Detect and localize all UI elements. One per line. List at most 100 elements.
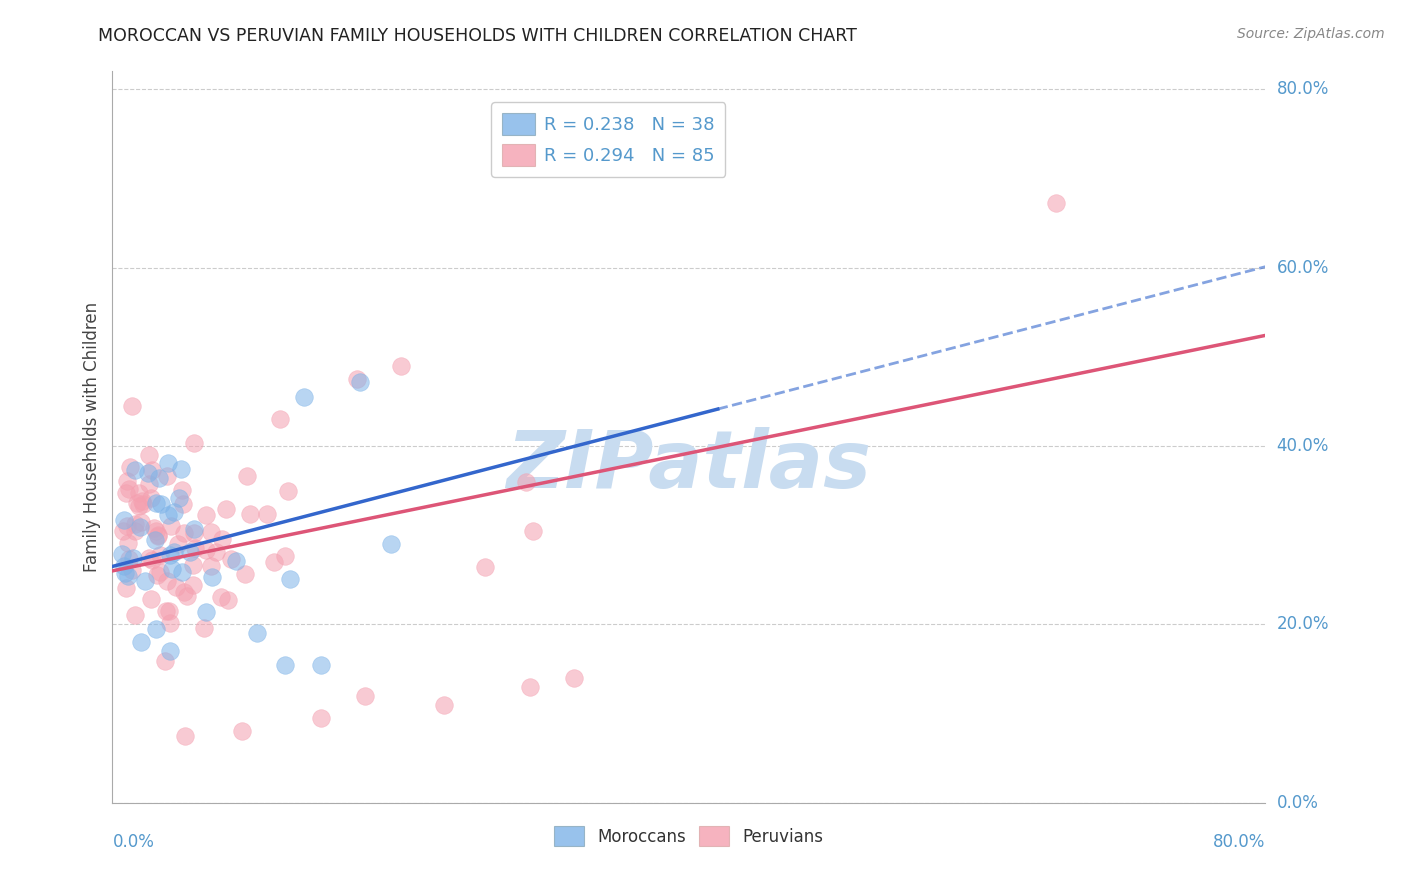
Point (274, 549, 297, 563)
Point (183, 558, 205, 573)
Point (205, 545, 228, 559)
Point (162, 562, 184, 576)
Point (233, 566, 256, 581)
Text: 80.0%: 80.0% (1277, 80, 1329, 98)
Point (124, 524, 146, 538)
Point (184, 541, 207, 556)
Point (124, 608, 146, 623)
Point (157, 456, 180, 470)
Point (149, 497, 172, 511)
Point (132, 496, 155, 510)
Point (195, 508, 218, 523)
Point (209, 590, 232, 604)
Point (143, 521, 166, 535)
Point (263, 555, 285, 569)
Point (115, 581, 138, 595)
Point (311, 657, 333, 672)
Point (112, 513, 135, 527)
Point (128, 486, 150, 500)
Point (389, 359, 412, 373)
Point (433, 698, 456, 712)
Point (215, 502, 238, 516)
Point (515, 475, 537, 489)
Point (138, 477, 160, 491)
Point (122, 550, 145, 565)
Point (117, 536, 139, 550)
Point (127, 495, 149, 509)
Point (129, 515, 152, 529)
Point (117, 519, 139, 533)
Point (124, 463, 146, 477)
Text: 0.0%: 0.0% (112, 833, 155, 851)
Point (111, 524, 134, 538)
Point (274, 657, 297, 672)
Legend: Moroccans, Peruvians: Moroccans, Peruvians (547, 820, 831, 853)
Point (155, 604, 177, 618)
Point (346, 372, 368, 386)
Point (195, 542, 218, 557)
Point (118, 459, 141, 474)
Point (519, 680, 541, 694)
Point (115, 486, 138, 500)
Point (353, 689, 375, 703)
Point (148, 470, 170, 484)
Point (167, 537, 190, 551)
Point (181, 577, 204, 591)
Point (131, 493, 153, 508)
Point (165, 580, 187, 594)
Point (141, 491, 163, 505)
Point (149, 549, 172, 563)
Point (138, 448, 160, 462)
Point (256, 507, 278, 521)
Text: Source: ZipAtlas.com: Source: ZipAtlas.com (1237, 27, 1385, 41)
Point (474, 559, 496, 574)
Point (211, 532, 233, 546)
Point (128, 499, 150, 513)
Point (112, 558, 135, 573)
Point (117, 569, 139, 583)
Point (231, 724, 253, 739)
Point (225, 554, 247, 568)
Point (311, 711, 333, 725)
Point (194, 605, 217, 619)
Point (121, 563, 143, 577)
Point (200, 524, 222, 539)
Text: 0.0%: 0.0% (1277, 794, 1319, 812)
Point (118, 482, 141, 496)
Point (170, 565, 193, 579)
Point (156, 574, 179, 588)
Point (129, 635, 153, 649)
Point (138, 467, 160, 481)
Point (138, 550, 160, 565)
Point (236, 468, 259, 483)
Point (129, 519, 152, 533)
Point (141, 463, 163, 477)
Point (118, 551, 141, 566)
Text: ZIPatlas: ZIPatlas (506, 427, 872, 506)
Point (183, 522, 205, 536)
Point (200, 559, 222, 574)
Point (159, 644, 181, 658)
Point (173, 525, 195, 540)
Point (179, 544, 201, 558)
Point (167, 491, 190, 505)
Point (145, 533, 167, 548)
Point (217, 593, 239, 607)
Point (172, 483, 194, 498)
Point (292, 390, 315, 404)
Point (173, 729, 195, 743)
Point (193, 622, 215, 636)
Point (115, 474, 138, 488)
Point (160, 518, 183, 533)
Point (134, 574, 156, 588)
Point (239, 507, 262, 521)
Point (146, 567, 169, 582)
Point (246, 626, 269, 640)
Text: 20.0%: 20.0% (1277, 615, 1329, 633)
Point (124, 517, 146, 532)
Point (157, 604, 180, 618)
Point (146, 527, 169, 541)
Point (110, 547, 132, 561)
Point (159, 548, 181, 562)
Point (170, 462, 193, 476)
